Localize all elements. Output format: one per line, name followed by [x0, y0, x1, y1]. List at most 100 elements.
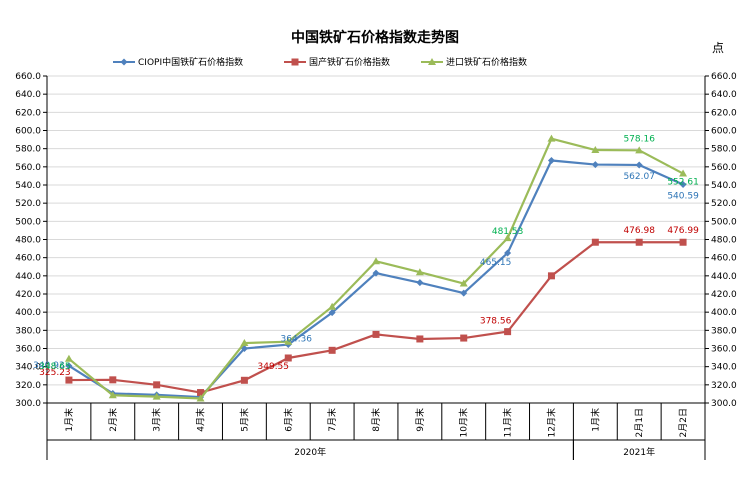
x-tick-label: 2月2日	[678, 408, 689, 437]
data-point-marker	[635, 161, 643, 169]
data-point-marker	[547, 272, 555, 280]
y-tick-label-right: 440.0	[711, 272, 737, 282]
y-tick-label: 400.0	[15, 308, 41, 318]
y-tick-label: 340.0	[15, 363, 41, 373]
data-point-marker	[679, 169, 688, 177]
data-label: 325.23	[39, 368, 71, 378]
y-tick-label-right: 420.0	[711, 290, 737, 300]
x-tick-label: 11月末	[502, 408, 514, 437]
y-tick-label: 600.0	[15, 127, 41, 137]
data-point-marker	[120, 58, 128, 66]
data-point-marker	[109, 376, 117, 384]
x-tick-label: 9月末	[414, 408, 426, 432]
data-label: 476.98	[623, 226, 655, 236]
y-tick-label: 560.0	[15, 163, 41, 173]
data-point-marker	[65, 376, 73, 384]
data-point-marker	[197, 389, 205, 397]
data-point-marker	[591, 146, 600, 154]
y-tick-label-right: 360.0	[711, 345, 737, 355]
data-label: 349.55	[258, 362, 290, 372]
y-tick-label-right: 560.0	[711, 163, 737, 173]
data-point-marker	[64, 354, 73, 362]
y-tick-label: 320.0	[15, 381, 41, 391]
data-point-marker	[635, 238, 643, 246]
grid	[47, 75, 705, 404]
y-tick-label-right: 400.0	[711, 308, 737, 318]
data-label: 578.16	[623, 134, 655, 144]
data-point-marker	[196, 394, 205, 402]
legend-label: CIOPI中国铁矿石价格指数	[138, 56, 243, 68]
data-point-marker	[152, 392, 161, 400]
data-point-marker	[240, 339, 249, 347]
data-point-marker	[284, 354, 292, 362]
data-point-marker	[372, 269, 380, 277]
series-line	[68, 137, 684, 400]
y-tick-label: 500.0	[15, 217, 41, 227]
data-point-marker	[591, 161, 599, 169]
y-tick-label-right: 460.0	[711, 254, 737, 264]
y-tick-label: 640.0	[15, 90, 41, 100]
data-point-marker	[635, 146, 644, 154]
data-label: 552.61	[667, 178, 699, 188]
y-tick-label-right: 300.0	[711, 399, 737, 409]
data-point-marker	[372, 257, 380, 265]
data-point-marker	[415, 268, 424, 276]
data-point-marker	[291, 58, 299, 66]
x-tick-label: 4月末	[195, 408, 207, 432]
y-tick-label: 420.0	[15, 290, 41, 300]
axes: 300.0 300.0 320.0 320.0 340.0 340.0 360.0 360.0…	[15, 72, 737, 460]
data-point-marker	[428, 58, 436, 65]
y-tick-label-right: 600.0	[711, 127, 737, 137]
x-tick-label: 1月末	[63, 408, 75, 432]
x-tick-label: 7月末	[326, 408, 338, 432]
x-tick-label: 6月末	[282, 408, 294, 432]
data-point-marker	[679, 180, 687, 188]
y-tick-label-right: 640.0	[711, 90, 737, 100]
x-group-label: 2021年	[623, 446, 655, 458]
x-tick-label: 8月末	[370, 408, 382, 432]
x-tick-label: 2月1日	[634, 408, 645, 437]
x-tick-label: 2月末	[107, 408, 119, 432]
data-point-marker	[65, 362, 73, 370]
data-point-marker	[504, 328, 512, 336]
unit-label: 点	[712, 41, 724, 55]
data-point-marker	[240, 376, 248, 384]
data-label: 476.99	[667, 226, 699, 236]
y-tick-label: 620.0	[15, 108, 41, 118]
data-point-marker	[459, 279, 468, 287]
data-point-marker	[591, 238, 599, 246]
y-tick-label-right: 380.0	[711, 326, 737, 336]
x-tick-label: 10月末	[458, 408, 470, 437]
x-tick-label: 12月末	[545, 408, 557, 437]
data-label: 340.93	[33, 361, 65, 371]
y-tick-label: 380.0	[15, 326, 41, 336]
data-labels: 340.93 364.36 465.15 562.07 540.59 325.23 349.…	[33, 134, 699, 378]
y-tick-label: 540.0	[15, 181, 41, 191]
data-point-marker	[503, 234, 512, 242]
data-point-marker	[328, 302, 337, 310]
series-group	[64, 134, 688, 402]
series-line	[68, 241, 684, 394]
data-point-marker	[372, 330, 380, 338]
y-tick-label: 460.0	[15, 254, 41, 264]
data-point-marker	[547, 156, 555, 164]
x-tick-label: 1月末	[589, 408, 601, 432]
chart-title: 中国铁矿石价格指数走势图	[291, 29, 459, 46]
y-tick-label-right: 320.0	[711, 381, 737, 391]
data-point-marker	[460, 334, 468, 342]
data-point-marker	[328, 346, 336, 354]
data-point-marker	[547, 134, 556, 142]
y-tick-label-right: 660.0	[711, 72, 737, 82]
x-group-label: 2020年	[294, 446, 326, 458]
y-tick-label-right: 500.0	[711, 217, 737, 227]
data-label: 562.07	[623, 172, 655, 182]
y-tick-label: 360.0	[15, 345, 41, 355]
legend-label: 进口铁矿石价格指数	[446, 56, 527, 68]
data-point-marker	[153, 381, 161, 389]
data-label: 481.53	[492, 227, 524, 237]
y-tick-label: 440.0	[15, 272, 41, 282]
y-tick-label: 580.0	[15, 145, 41, 155]
y-tick-label: 300.0	[15, 399, 41, 409]
y-tick-label-right: 580.0	[711, 145, 737, 155]
